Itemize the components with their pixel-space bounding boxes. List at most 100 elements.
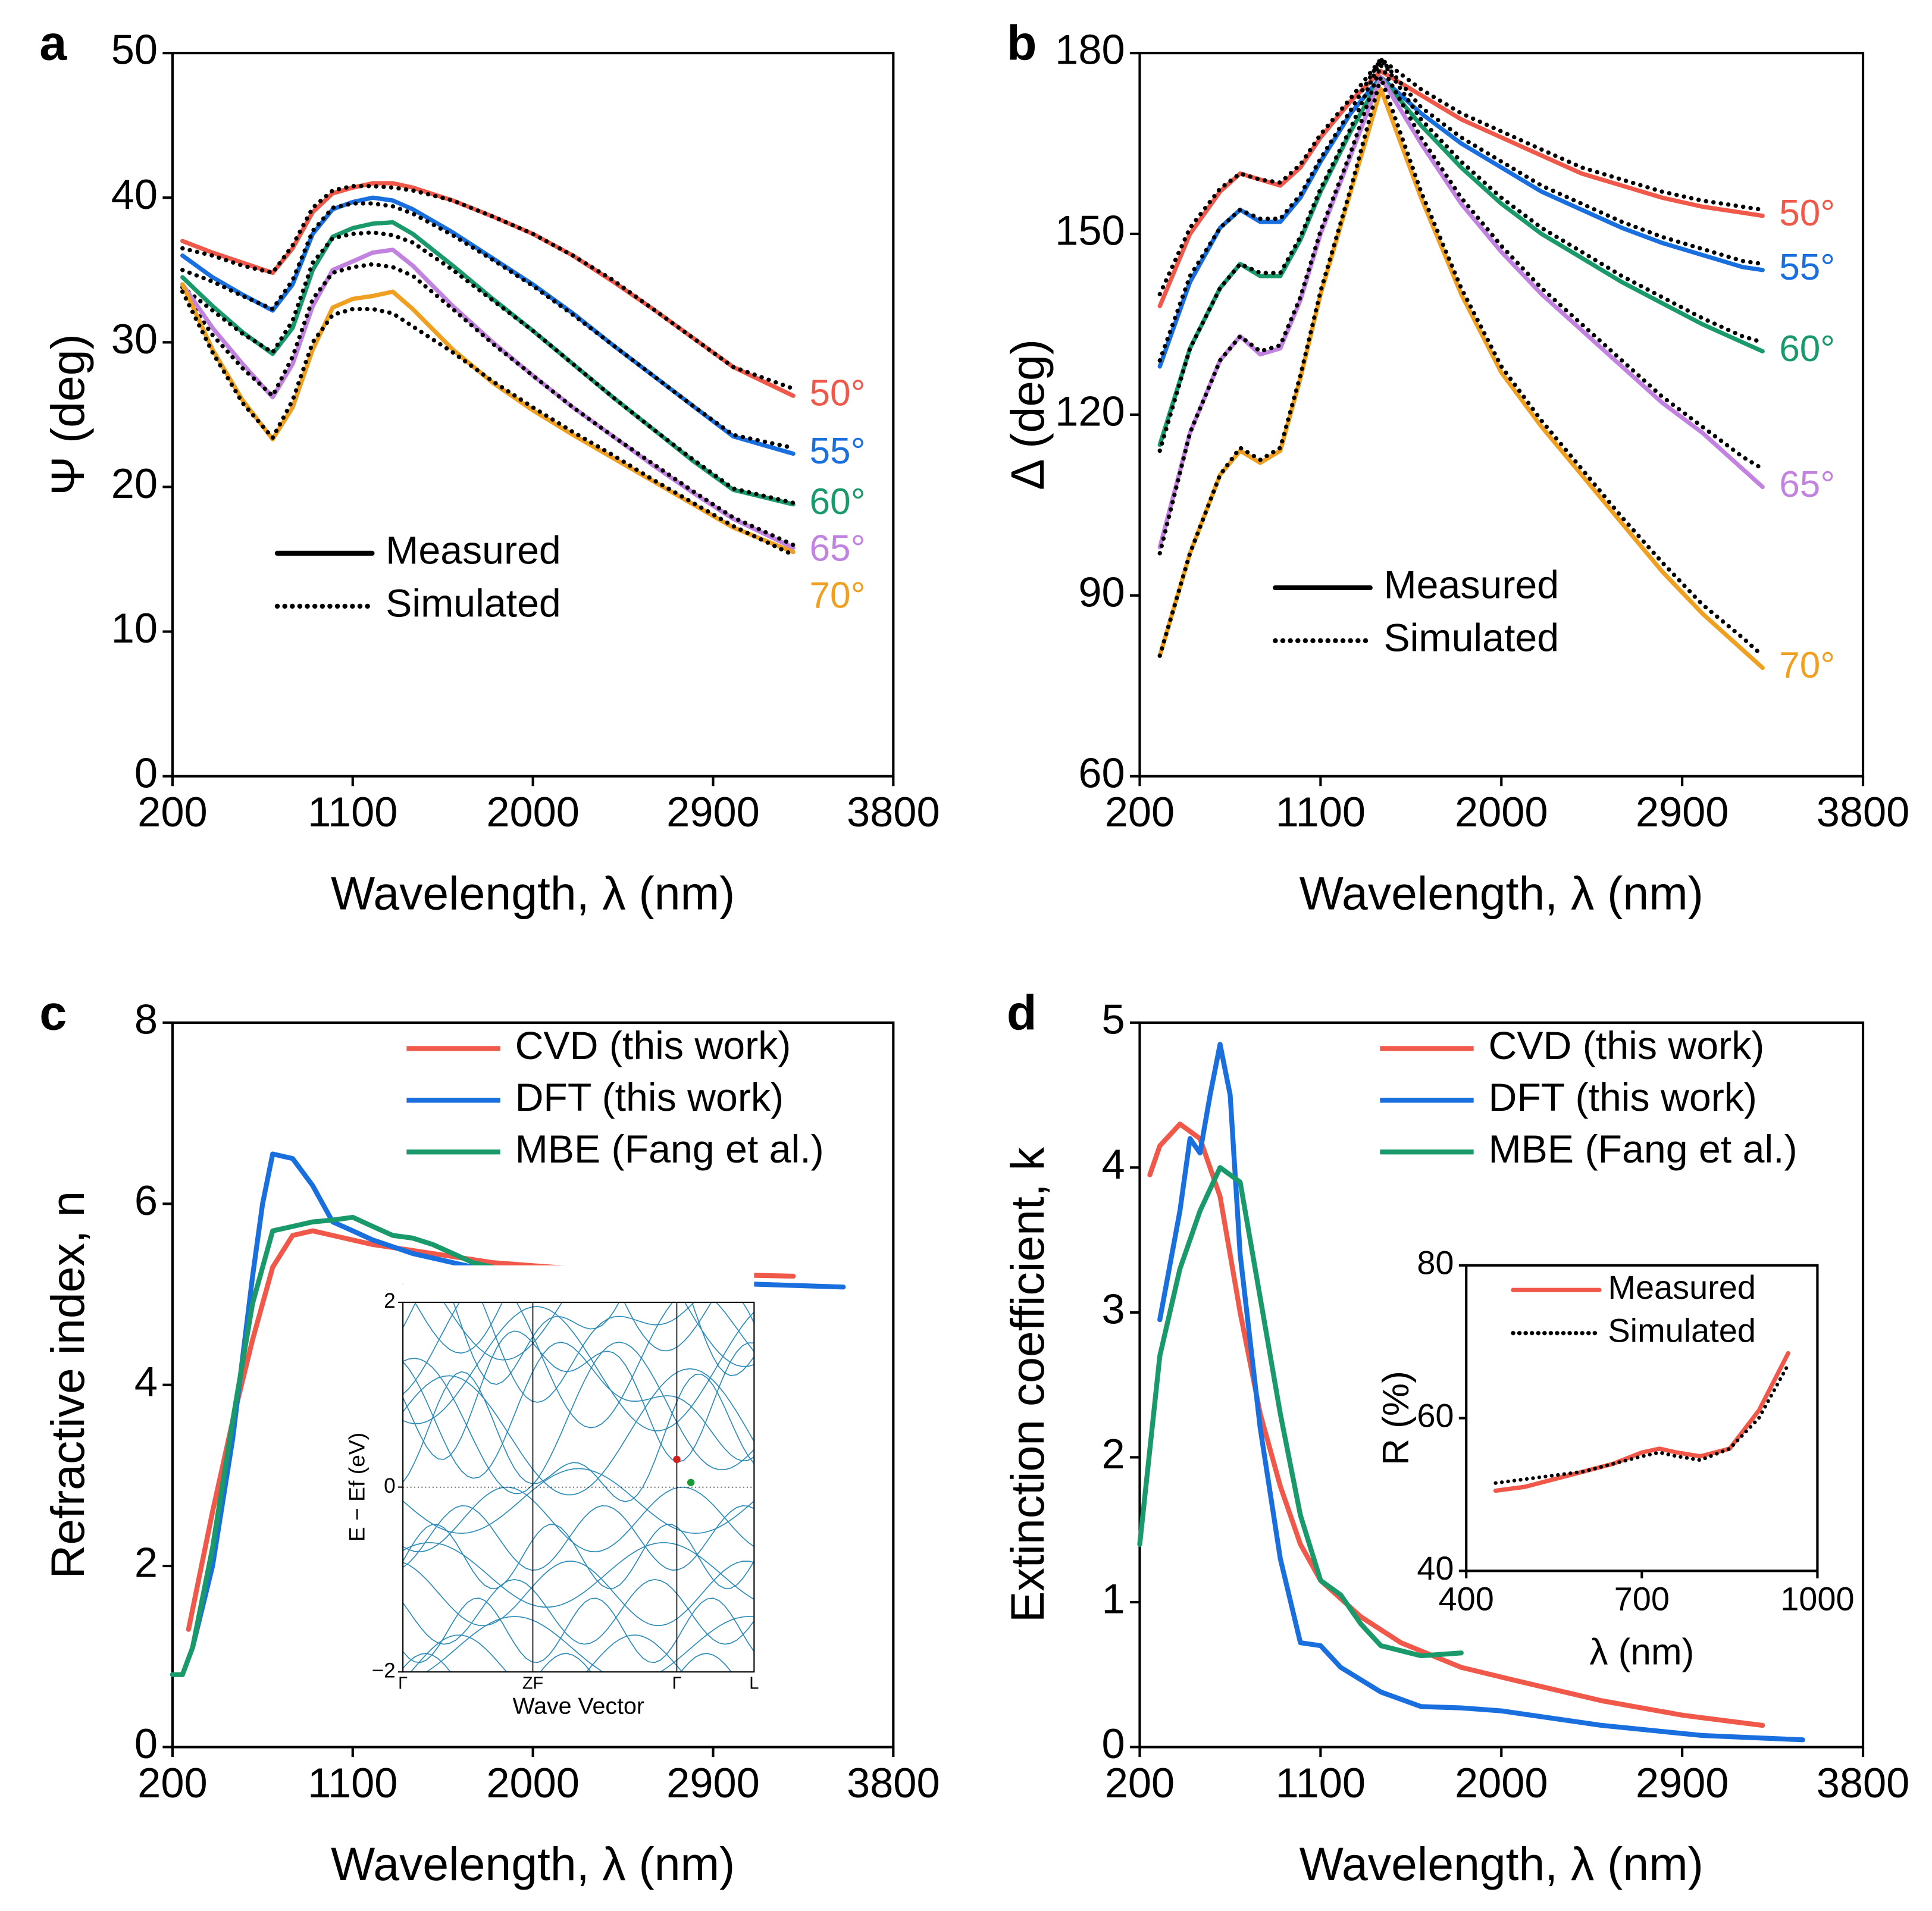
band-line	[402, 1330, 754, 1463]
y-tick-label: 0	[1101, 1720, 1125, 1767]
legend-label: Simulated	[386, 581, 561, 625]
y-tick-label: 80	[1417, 1244, 1454, 1282]
x-tick-label: 2000	[486, 788, 580, 835]
y-tick-label: 0	[134, 1720, 158, 1767]
angle-label: 65°	[810, 528, 866, 569]
y-tick-label: 2	[134, 1539, 158, 1586]
y-axis-label: R (%)	[1376, 1371, 1417, 1465]
y-tick-label: 1	[1101, 1575, 1125, 1622]
kpoint-label: L	[749, 1674, 759, 1693]
simulated-line	[1157, 75, 1765, 658]
kpoint-label: Γ	[672, 1674, 682, 1693]
measured-line	[1147, 1121, 1765, 1728]
measured-line	[180, 282, 796, 554]
angle-label: 70°	[1779, 645, 1835, 686]
y-tick-label: 180	[1055, 26, 1125, 73]
y-tick-label: 2	[384, 1289, 396, 1312]
y-tick-label: −2	[372, 1659, 396, 1682]
x-axis-label: Wavelength, λ (nm)	[331, 867, 735, 919]
y-tick-label: 4	[134, 1358, 158, 1405]
simulated-line	[180, 289, 796, 557]
x-tick-label: 3800	[1817, 788, 1910, 835]
x-tick-label: 200	[137, 788, 207, 835]
y-tick-label: 3	[1101, 1286, 1125, 1333]
band-mask-top	[403, 1265, 754, 1302]
x-tick-label: 1100	[308, 788, 397, 835]
y-tick-label: 6	[134, 1177, 158, 1224]
x-tick-label: 2900	[666, 788, 760, 835]
simulated-line	[180, 184, 796, 391]
x-tick-label: 1100	[1276, 788, 1366, 835]
vbm-dot	[687, 1478, 695, 1486]
x-tick-label: 200	[137, 1759, 207, 1806]
y-tick-label: 30	[111, 315, 158, 362]
y-tick-label: 4	[1101, 1141, 1125, 1188]
y-tick-label: 60	[1078, 749, 1125, 796]
y-tick-label: 5	[1101, 995, 1125, 1042]
x-axis-label: Wavelength, λ (nm)	[1300, 1838, 1704, 1890]
x-tick-label: 400	[1439, 1580, 1494, 1618]
band-line	[402, 1371, 754, 1502]
measured-line	[180, 181, 796, 398]
measured-line	[170, 1214, 496, 1677]
simulated-line	[1157, 62, 1765, 556]
y-tick-label: 150	[1055, 207, 1125, 254]
legend-label: Measured	[1383, 563, 1559, 607]
y-axis-label: Extinction coefficient, k	[1001, 1147, 1054, 1623]
x-tick-label: 2900	[666, 1759, 760, 1806]
x-tick-label: 2000	[1455, 788, 1548, 835]
angle-label: 55°	[1779, 247, 1835, 288]
x-axis-label: Wavelength, λ (nm)	[331, 1838, 735, 1890]
measured-line	[1137, 1165, 1464, 1659]
x-tick-label: 2900	[1636, 1759, 1729, 1806]
legend-label: Measured	[386, 528, 561, 572]
x-tick-label: 2000	[1455, 1759, 1548, 1806]
y-tick-label: 8	[134, 995, 158, 1042]
panel-label: a	[39, 15, 67, 71]
x-axis-label: Wavelength, λ (nm)	[1300, 867, 1704, 919]
band-line	[402, 1616, 754, 1682]
angle-label: 65°	[1779, 464, 1835, 505]
measured-line	[180, 195, 796, 456]
simulated-line	[1157, 57, 1765, 453]
measured-line	[1157, 87, 1765, 671]
simulated-line	[1157, 57, 1765, 363]
legend-label: CVD (this work)	[515, 1024, 791, 1068]
plot-frame	[171, 52, 895, 778]
legend-label: MBE (Fang et al.)	[1489, 1127, 1798, 1171]
y-tick-label: 50	[111, 26, 158, 73]
legend-label: DFT (this work)	[1489, 1076, 1758, 1120]
band-line	[402, 1597, 755, 1663]
simulated-line	[180, 201, 796, 450]
x-axis-label: λ (nm)	[1589, 1632, 1694, 1673]
measured-line	[1493, 1351, 1790, 1493]
measured-line	[1157, 75, 1765, 369]
kpoint-label: Γ	[398, 1674, 408, 1693]
panel-label: c	[39, 985, 67, 1040]
x-tick-label: 3800	[847, 1759, 940, 1806]
panel-label: b	[1007, 15, 1037, 71]
y-tick-label: 60	[1417, 1396, 1454, 1434]
x-tick-label: 2900	[1636, 788, 1729, 835]
band-line	[402, 1542, 754, 1608]
band-mask-bottom	[403, 1672, 754, 1705]
band-line	[402, 1561, 754, 1627]
angle-label: 70°	[810, 575, 866, 616]
band-line	[402, 1468, 754, 1534]
measured-line	[180, 220, 796, 507]
legend-label: MBE (Fang et al.)	[515, 1127, 824, 1171]
legend-label: Simulated	[1608, 1311, 1756, 1349]
y-tick-label: 20	[111, 460, 158, 507]
x-tick-label: 700	[1614, 1580, 1670, 1618]
y-tick-label: 90	[1078, 568, 1125, 615]
band-line	[402, 1306, 754, 1431]
y-axis-label: Refractive index, n	[42, 1191, 94, 1579]
x-tick-label: 3800	[1817, 1759, 1910, 1806]
band-line	[402, 1524, 755, 1589]
x-tick-label: 3800	[847, 788, 940, 835]
x-tick-label: 1100	[1276, 1759, 1366, 1806]
y-axis-label: Δ (deg)	[1001, 339, 1054, 490]
measured-line	[1157, 75, 1765, 447]
